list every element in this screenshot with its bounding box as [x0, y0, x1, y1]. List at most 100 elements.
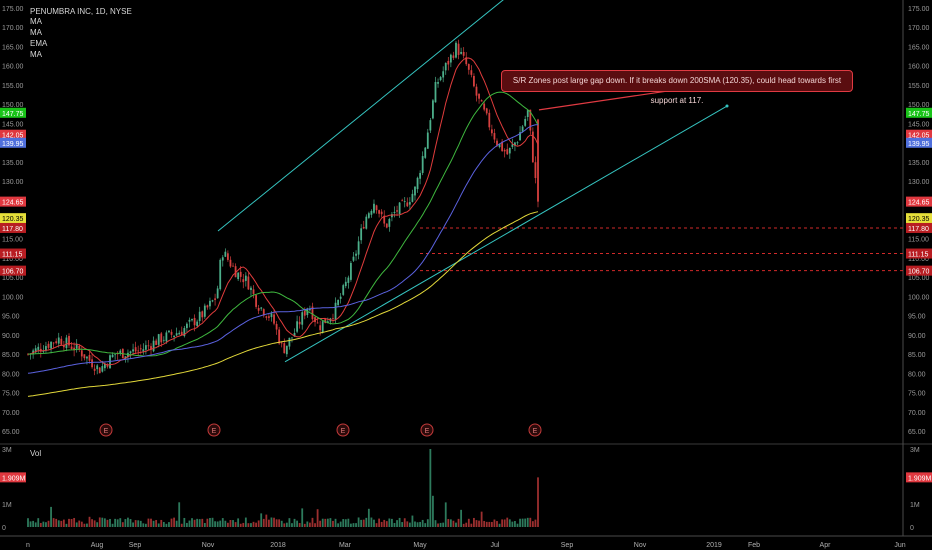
- candle-body: [324, 318, 327, 324]
- candle-body: [485, 108, 488, 114]
- x-tick-label: Jul: [491, 542, 500, 549]
- volume-bar: [75, 522, 78, 527]
- candle-body: [242, 279, 245, 283]
- candle-body: [86, 356, 88, 359]
- y-tick-label-left: 115.00: [2, 237, 23, 244]
- candle-body: [396, 210, 398, 212]
- price-label-right-bg: [906, 213, 932, 224]
- price-label-left: 147.75: [2, 111, 24, 118]
- earnings-marker-label: E: [533, 428, 538, 435]
- price-label-left: 106.70: [2, 269, 24, 276]
- volume-bar: [191, 518, 193, 527]
- candle-body: [408, 202, 411, 205]
- annotation-leader-line: [538, 90, 671, 111]
- candle-body: [170, 331, 173, 335]
- volume-bar: [355, 523, 357, 527]
- volume-bar: [365, 517, 368, 527]
- candle-body: [288, 337, 291, 347]
- candle-body: [298, 321, 301, 325]
- earnings-marker: [420, 423, 434, 437]
- volume-bar: [178, 502, 181, 527]
- volume-bar: [496, 521, 498, 527]
- candle-body: [385, 223, 388, 228]
- y-tick-label-left: 130.00: [2, 179, 24, 186]
- volume-bar: [88, 516, 91, 527]
- indicator-ma-1[interactable]: MA: [30, 17, 42, 26]
- indicator-ema[interactable]: EMA: [30, 39, 48, 48]
- candle-body: [173, 335, 175, 337]
- candle-body: [357, 241, 360, 255]
- price-label-right-bg: [906, 265, 932, 276]
- candle-body: [526, 110, 529, 117]
- candle-body: [347, 277, 350, 283]
- annotation-callout[interactable]: S/R Zones post large gap down. If it bre…: [501, 70, 853, 105]
- volume-bar: [106, 519, 109, 527]
- volume-bar: [224, 520, 227, 527]
- volume-bar: [411, 515, 414, 527]
- volume-bar: [457, 518, 460, 527]
- candle-body: [375, 205, 378, 211]
- volume-bar: [78, 520, 81, 527]
- volume-last-label-right-bg: [906, 472, 932, 483]
- candle-body: [47, 343, 50, 348]
- y-tick-label-left: 95.00: [2, 314, 20, 321]
- candle-body: [244, 275, 247, 281]
- candle-body: [247, 276, 250, 290]
- price-label-right-bg: [906, 137, 932, 148]
- volume-bar: [421, 519, 424, 527]
- x-tick-label: May: [413, 542, 427, 549]
- y-tick-label-right: 85.00: [908, 352, 926, 359]
- volume-bar: [193, 519, 196, 527]
- y-tick-label-right: 115.00: [908, 237, 929, 244]
- y-tick-label-right: 80.00: [908, 371, 926, 378]
- volume-y-tick-left: 3M: [2, 447, 12, 454]
- candle-body: [414, 186, 416, 196]
- volume-bar: [42, 521, 45, 527]
- y-tick-label-right: 160.00: [908, 64, 930, 71]
- volume-bar: [396, 520, 398, 527]
- candle-body: [211, 300, 214, 302]
- candle-body: [419, 173, 422, 179]
- volume-bar: [314, 523, 316, 527]
- volume-bar: [321, 518, 324, 527]
- volume-bar: [206, 518, 209, 527]
- volume-y-tick-right: 3M: [910, 447, 920, 454]
- y-tick-label-left: 85.00: [2, 352, 20, 359]
- volume-bar: [119, 518, 122, 527]
- price-label-left: 120.35: [2, 216, 24, 223]
- volume-bar: [157, 523, 160, 527]
- candle-body: [470, 70, 473, 75]
- candle-body: [534, 162, 537, 179]
- candle-body: [478, 93, 480, 99]
- candle-body: [188, 319, 191, 322]
- earnings-marker: [207, 423, 221, 437]
- candle-body: [411, 193, 414, 202]
- volume-bar: [93, 520, 96, 527]
- ma-slow-line: [27, 211, 539, 397]
- candle-body: [96, 365, 99, 370]
- ma-fast-line: [27, 57, 539, 366]
- volume-bar: [188, 520, 191, 527]
- volume-bar: [109, 518, 111, 527]
- volume-bar: [498, 523, 501, 527]
- candle-body: [439, 77, 442, 81]
- x-tick-label: Nov: [634, 542, 647, 549]
- candle-body: [475, 86, 478, 96]
- volume-bar: [447, 519, 450, 527]
- volume-bar: [444, 502, 447, 527]
- volume-bar: [137, 520, 140, 527]
- candle-body: [206, 305, 209, 308]
- volume-bar: [475, 520, 478, 527]
- volume-bar: [408, 522, 411, 527]
- volume-bar: [334, 518, 337, 527]
- candle-body: [283, 343, 286, 354]
- price-label-right-bg: [906, 129, 932, 140]
- candle-body: [57, 337, 60, 344]
- x-tick-label: 2019: [706, 542, 722, 549]
- candle-body: [462, 51, 465, 56]
- x-tick-label: Sep: [561, 542, 574, 549]
- candle-body: [524, 119, 527, 126]
- indicator-ma-2[interactable]: MA: [30, 28, 42, 37]
- indicator-ma-3[interactable]: MA: [30, 50, 42, 59]
